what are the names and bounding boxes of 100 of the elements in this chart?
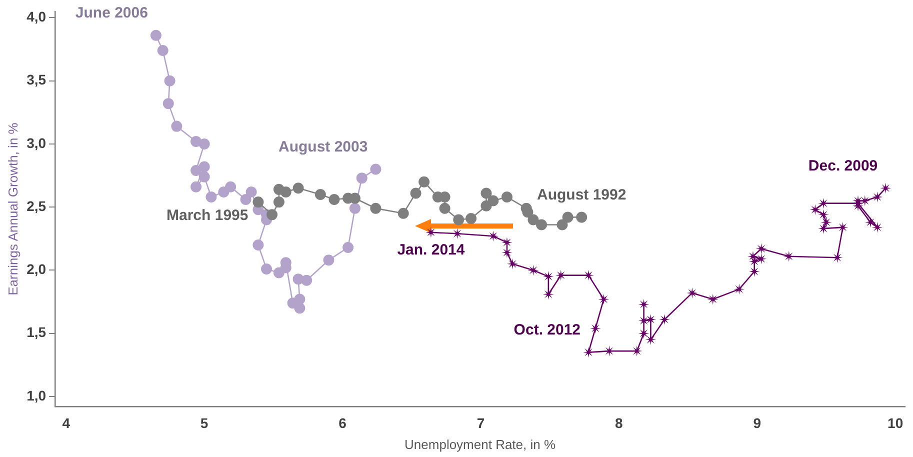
point <box>783 250 794 262</box>
point <box>659 314 670 325</box>
point <box>528 214 539 226</box>
y-tick-label: 3,0 <box>26 134 46 151</box>
y-tick-label: 2,5 <box>26 198 46 214</box>
x-tick-label: 9 <box>753 414 762 431</box>
point <box>501 192 512 203</box>
point <box>864 216 876 228</box>
point <box>872 192 883 203</box>
y-tick-label: 1,5 <box>26 324 46 340</box>
x-tick-label: 5 <box>200 414 208 431</box>
point <box>520 202 532 214</box>
point <box>273 184 284 195</box>
point <box>206 192 217 203</box>
point <box>418 176 430 188</box>
annotation: March 1995 <box>166 207 248 224</box>
point <box>198 171 210 182</box>
y-tick-label: 1,0 <box>26 387 46 404</box>
x-tick-label: 8 <box>615 414 624 431</box>
point <box>452 228 463 240</box>
point <box>507 258 518 270</box>
point <box>748 266 760 277</box>
annotation: Jan. 2014 <box>397 242 466 258</box>
point <box>328 194 340 206</box>
point <box>747 250 758 262</box>
x-tick-label: 10 <box>888 414 904 431</box>
point <box>370 164 382 175</box>
annotation: June 2006 <box>75 4 148 22</box>
point <box>480 188 492 199</box>
point <box>198 161 210 172</box>
point <box>273 196 284 208</box>
point <box>590 322 601 334</box>
point <box>818 223 829 234</box>
y-tick-label: 3,5 <box>26 72 46 88</box>
point <box>604 346 615 357</box>
x-tick-label: 4 <box>62 414 70 431</box>
point <box>756 253 767 264</box>
point <box>398 208 409 219</box>
point <box>171 120 182 132</box>
point <box>488 230 499 242</box>
point <box>734 284 745 295</box>
point <box>810 204 821 216</box>
point <box>501 247 512 258</box>
point <box>707 294 718 305</box>
point <box>342 242 354 254</box>
point <box>466 212 477 224</box>
y-tick-label: 4,0 <box>26 8 46 25</box>
point <box>480 200 492 212</box>
point <box>756 243 767 254</box>
y-axis-title: Earnings Annual Growth, in % <box>5 122 20 296</box>
annotation: Oct. 2012 <box>514 321 581 338</box>
point <box>439 202 450 214</box>
point <box>252 196 264 208</box>
point <box>528 264 539 276</box>
point <box>536 219 548 230</box>
annotation: Dec. 2009 <box>808 157 878 174</box>
point <box>218 186 230 198</box>
point <box>598 294 610 305</box>
point <box>370 202 382 214</box>
point <box>292 182 304 194</box>
point <box>645 334 656 346</box>
point <box>576 212 588 223</box>
point <box>314 188 326 200</box>
point <box>349 202 360 214</box>
point <box>818 209 829 220</box>
point <box>162 98 174 110</box>
point <box>556 219 568 230</box>
point <box>555 270 566 281</box>
point <box>190 136 202 147</box>
point <box>410 188 422 199</box>
y-tick-label: 2,0 <box>26 261 46 278</box>
point <box>252 239 264 250</box>
point <box>453 214 464 226</box>
point <box>356 172 368 184</box>
point <box>240 194 252 206</box>
point <box>150 30 162 41</box>
point <box>880 182 892 194</box>
point <box>501 236 512 248</box>
point <box>562 212 574 223</box>
point <box>190 164 202 176</box>
annotation: August 1992 <box>537 186 626 204</box>
point <box>818 198 829 209</box>
point <box>164 75 176 86</box>
point <box>198 138 210 150</box>
x-tick-label: 7 <box>476 414 485 431</box>
point <box>820 216 832 228</box>
point <box>261 263 272 274</box>
point <box>425 226 436 238</box>
point <box>645 314 656 325</box>
point <box>323 254 334 266</box>
point <box>246 186 257 198</box>
point <box>872 222 883 233</box>
point <box>157 45 168 56</box>
point <box>583 270 594 281</box>
annotation: August 2003 <box>278 138 368 156</box>
x-tick-label: 6 <box>338 414 347 431</box>
point <box>273 267 284 278</box>
point <box>266 209 278 220</box>
point <box>638 298 650 310</box>
point <box>190 181 202 192</box>
